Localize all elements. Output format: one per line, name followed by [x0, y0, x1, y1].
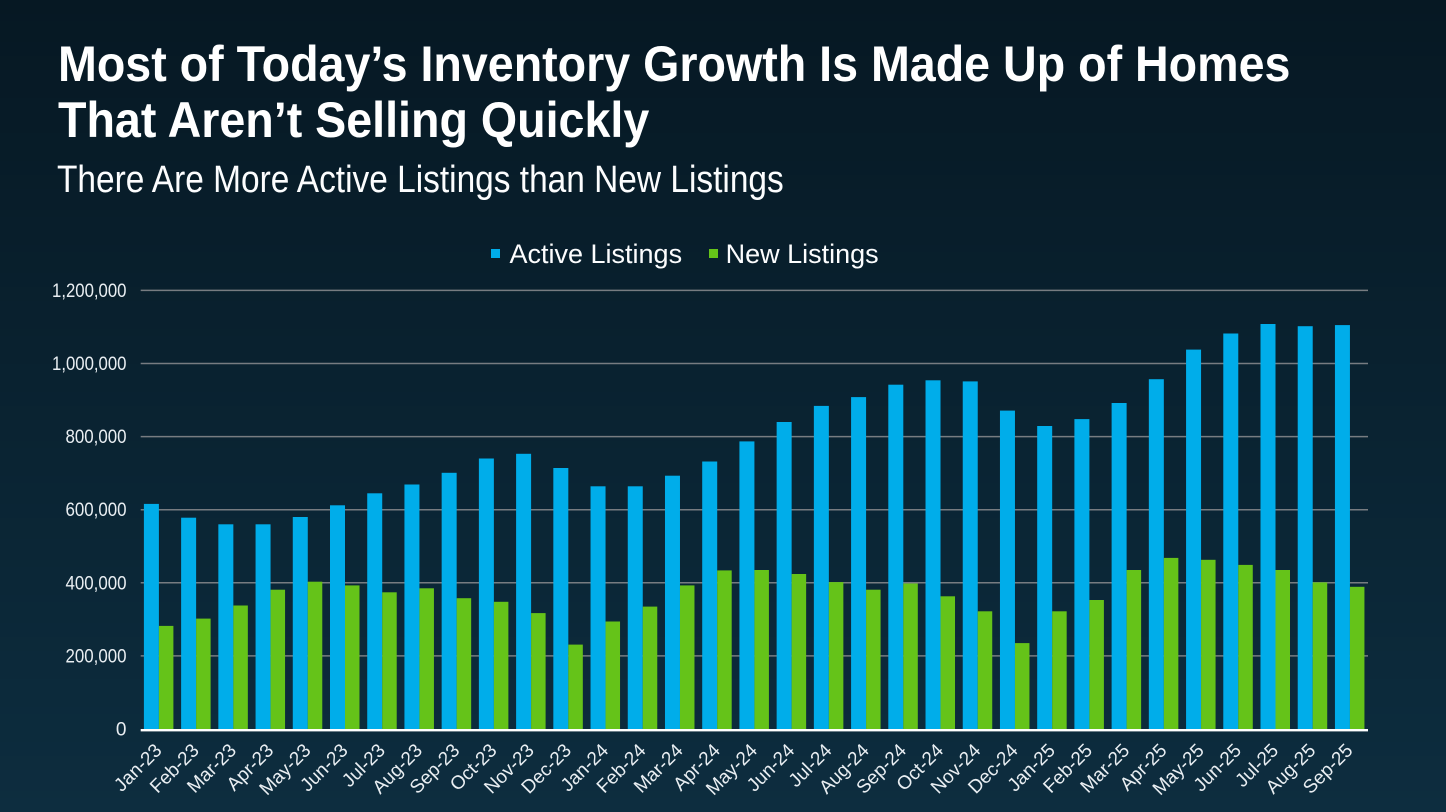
svg-text:600,000: 600,000	[66, 500, 127, 521]
svg-text:200,000: 200,000	[66, 646, 127, 667]
svg-text:800,000: 800,000	[66, 427, 127, 448]
svg-text:400,000: 400,000	[66, 573, 127, 594]
svg-text:0: 0	[116, 720, 127, 741]
svg-text:1,000,000: 1,000,000	[52, 354, 127, 375]
svg-text:1,200,000: 1,200,000	[52, 281, 127, 302]
